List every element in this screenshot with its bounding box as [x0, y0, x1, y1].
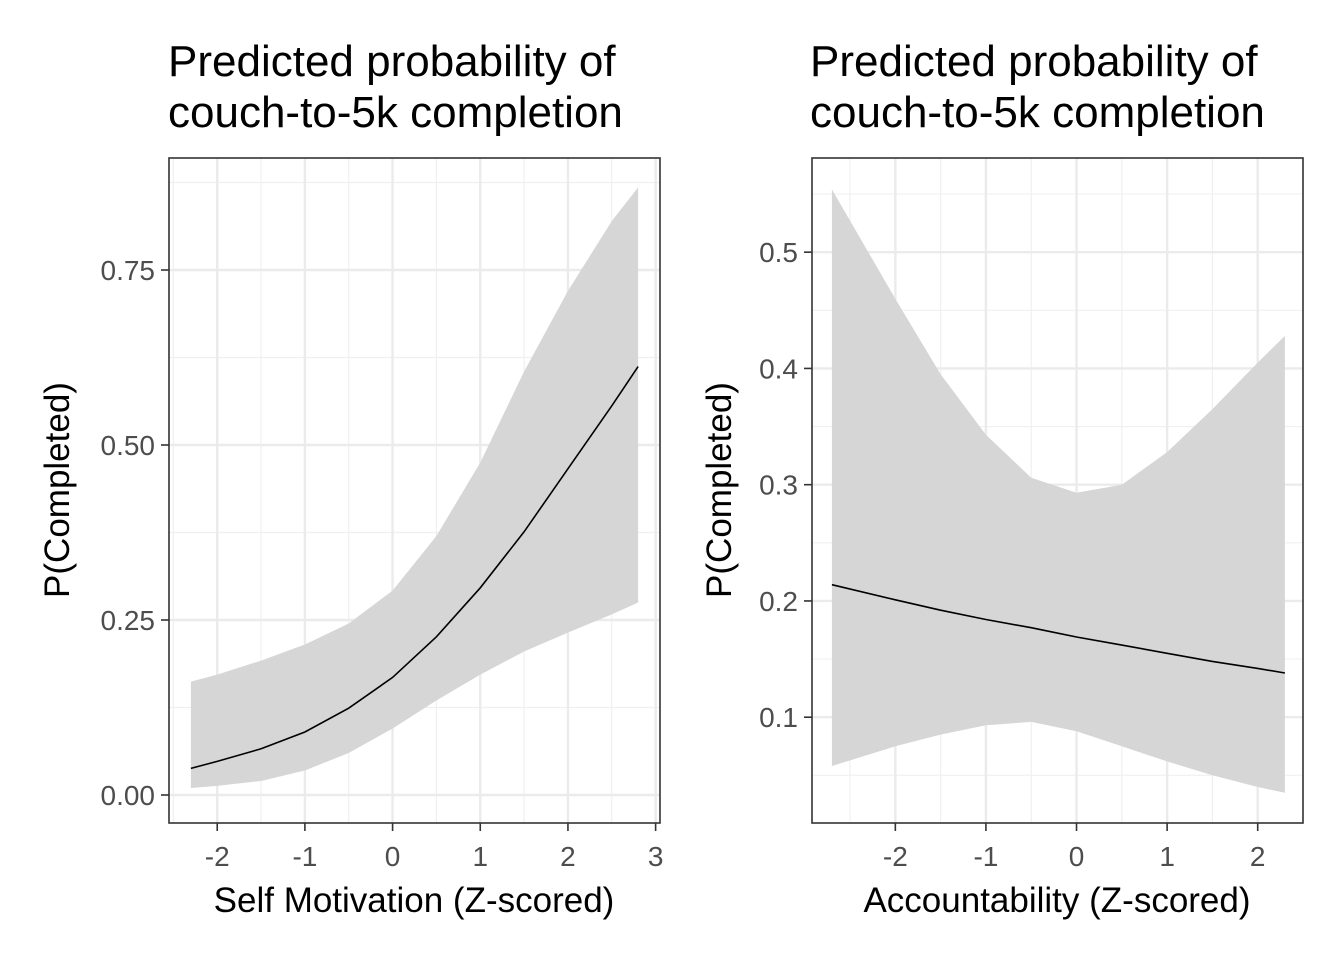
x-axis: -2 -1 0 1 2 3: [205, 823, 664, 872]
series-line: [190, 366, 639, 770]
y-tick-label: 0.00: [101, 780, 156, 811]
x-tick-label: -2: [883, 841, 908, 872]
chart-title-line-1: Predicted probability of: [810, 37, 1258, 86]
confidence-band-area: [190, 187, 639, 788]
predicted-probability-line: [190, 366, 639, 770]
x-tick-label: 1: [472, 841, 488, 872]
chart-title-line-1: Predicted probability of: [168, 37, 616, 86]
x-axis: -2 -1 0 1 2: [883, 823, 1266, 872]
panel-accountability: Predicted probability of couch-to-5k com…: [700, 37, 1304, 920]
chart-title-line-2: couch-to-5k completion: [810, 88, 1265, 137]
x-tick-label: 0: [385, 841, 401, 872]
y-tick-label: 0.50: [101, 430, 156, 461]
y-tick-label: 0.4: [759, 353, 798, 384]
y-tick-label: 0.5: [759, 237, 798, 268]
y-tick-label: 0.2: [759, 586, 798, 617]
chart-title-line-2: couch-to-5k completion: [168, 88, 623, 137]
plot-border: [168, 157, 661, 824]
predicted-probability-line: [831, 583, 1286, 674]
plot-border: [811, 157, 1304, 824]
x-tick-label: 2: [560, 841, 576, 872]
confidence-band: [831, 189, 1285, 793]
x-tick-label: 1: [1159, 841, 1175, 872]
x-tick-label: 2: [1250, 841, 1266, 872]
x-tick-label: -2: [205, 841, 230, 872]
y-tick-label: 0.1: [759, 702, 798, 733]
x-tick-label: -1: [292, 841, 317, 872]
x-tick-label: 3: [648, 841, 664, 872]
series-line: [831, 583, 1286, 674]
x-tick-label: 0: [1069, 841, 1085, 872]
panel-self-motivation: Predicted probability of couch-to-5k com…: [38, 37, 663, 920]
confidence-band: [190, 187, 639, 788]
y-axis-label: P(Completed): [38, 382, 77, 598]
y-axis-label: P(Completed): [700, 382, 739, 598]
x-tick-label: -1: [973, 841, 998, 872]
x-axis-label: Self Motivation (Z-scored): [214, 881, 615, 920]
x-axis-label: Accountability (Z-scored): [863, 881, 1250, 920]
y-tick-label: 0.75: [101, 255, 156, 286]
confidence-band-area: [831, 189, 1285, 793]
y-tick-label: 0.25: [101, 605, 156, 636]
y-tick-label: 0.3: [759, 470, 798, 501]
y-axis: 0.1 0.2 0.3 0.4 0.5: [759, 237, 812, 733]
y-axis: 0.00 0.25 0.50 0.75: [101, 255, 169, 811]
